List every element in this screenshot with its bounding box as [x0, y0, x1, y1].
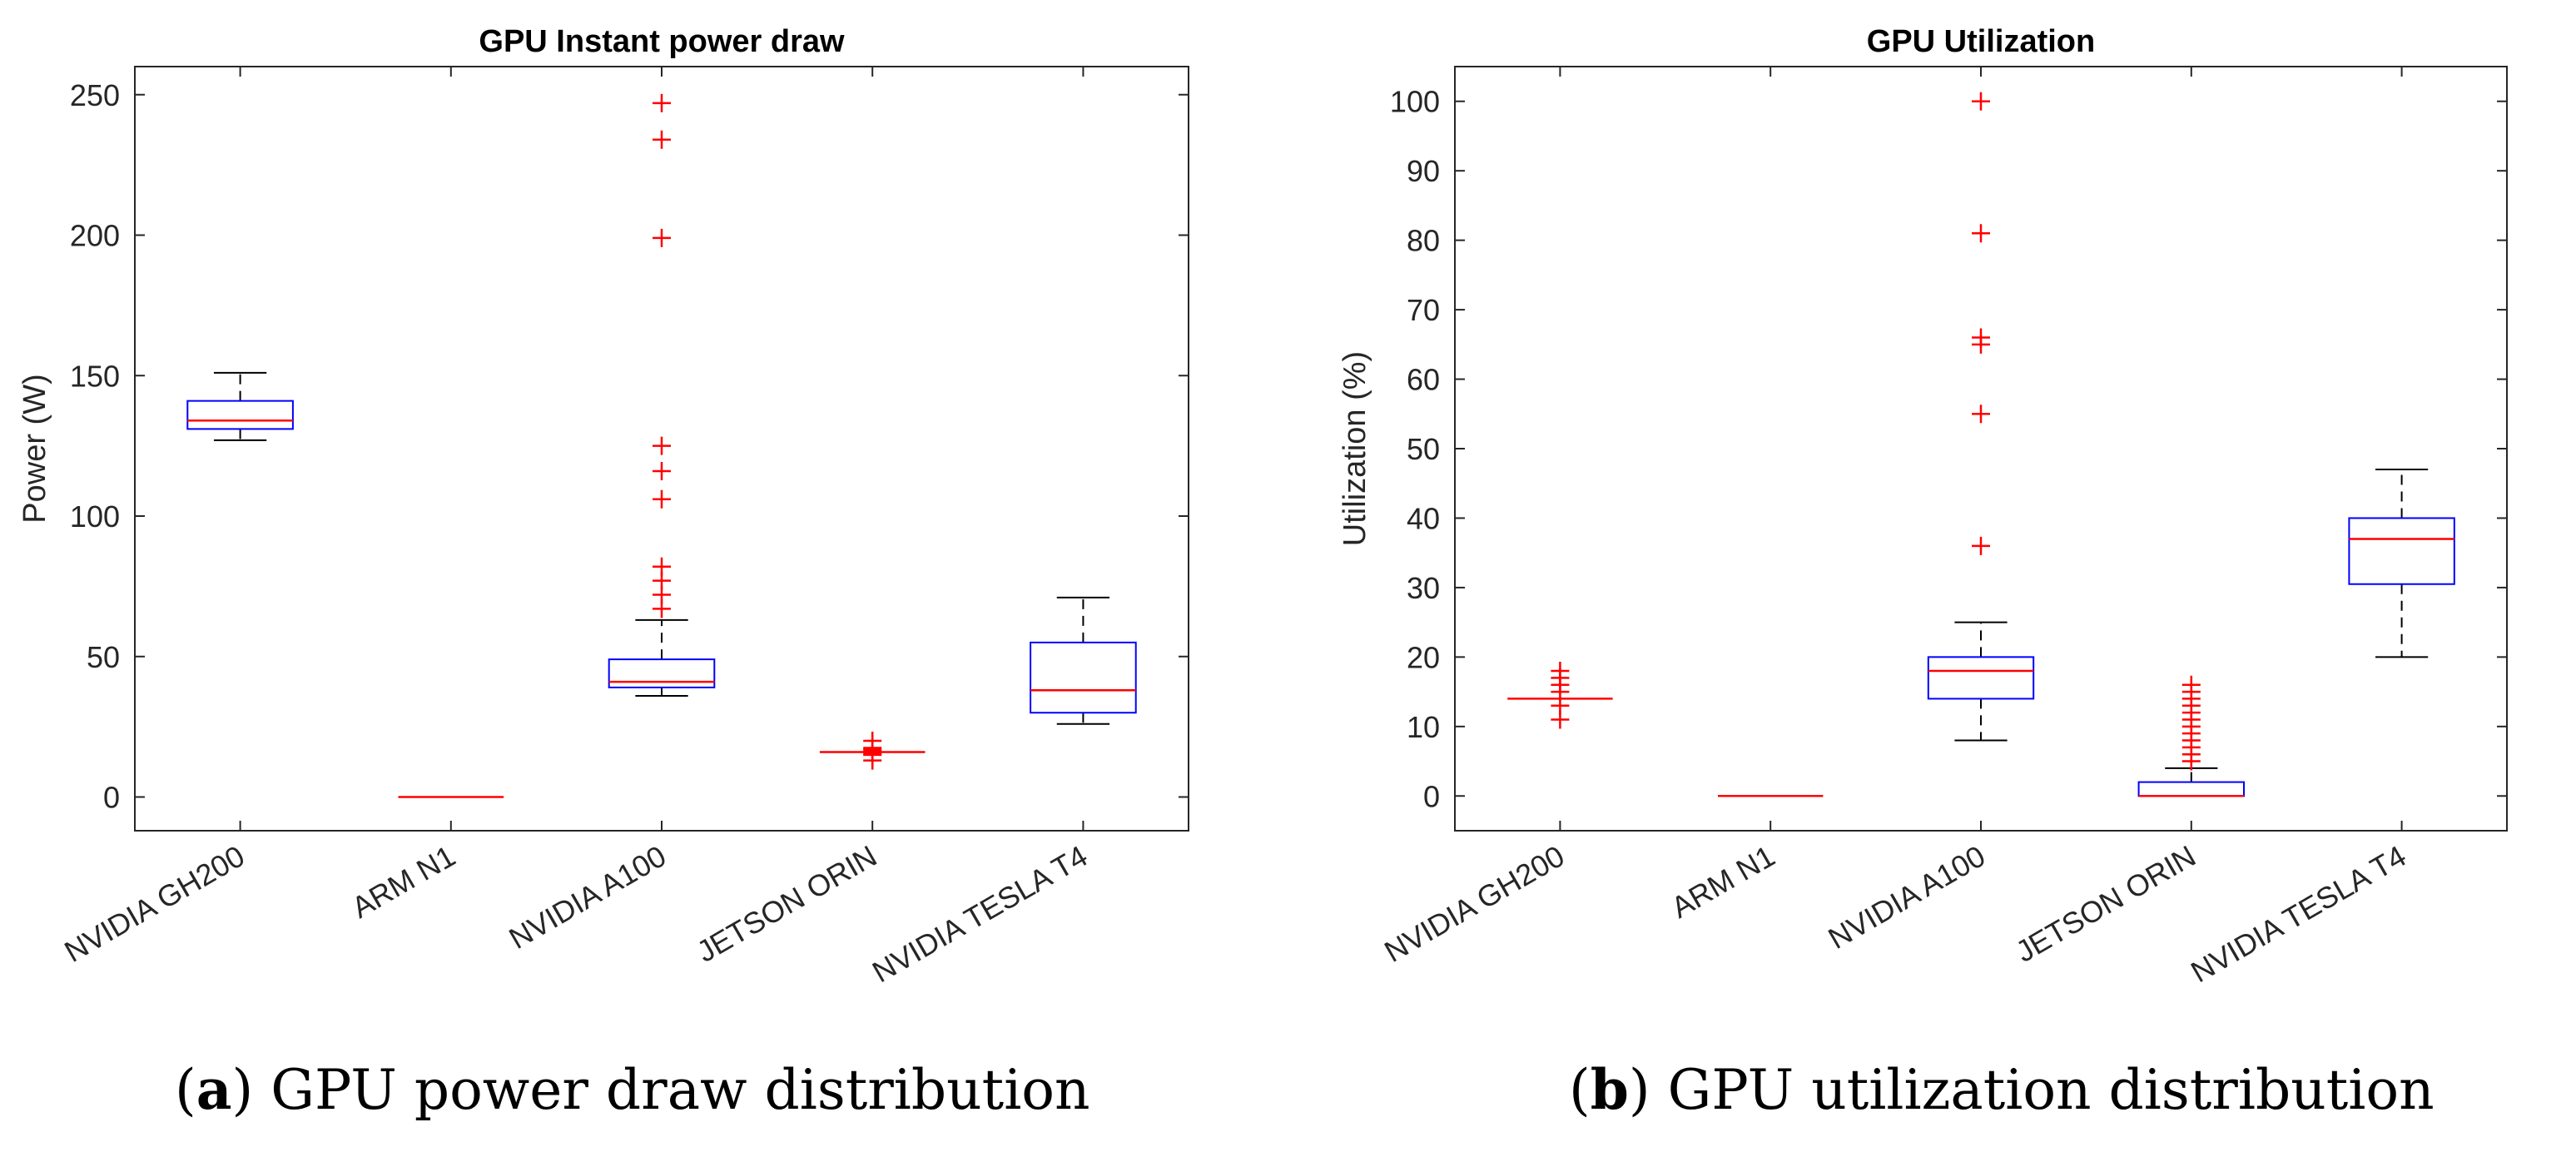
caption-b-text: GPU utilization distribution: [1667, 1058, 2435, 1122]
caption-b: (b) GPU utilization distribution: [1569, 1057, 2435, 1122]
chart-title: GPU Utilization: [1867, 24, 2095, 59]
x-tick-label: NVIDIA GH200: [1378, 838, 1570, 969]
outlier-marker: [653, 557, 671, 576]
box-nvidia-a100: [1927, 92, 2035, 742]
y-tick-label: 100: [1390, 85, 1440, 119]
x-tick-label: NVIDIA TESLA T4: [866, 838, 1093, 989]
x-tick-label: NVIDIA TESLA T4: [2185, 838, 2411, 989]
box-nvidia-tesla-t4: [1030, 596, 1137, 725]
x-tick-label: NVIDIA A100: [1823, 838, 1991, 956]
y-tick-label: 0: [103, 781, 120, 815]
outlier-marker: [1972, 328, 1990, 347]
outlier-marker: [653, 93, 671, 112]
y-tick-label: 200: [70, 219, 120, 253]
y-tick-label: 70: [1407, 293, 1440, 327]
outlier-marker: [2181, 675, 2201, 694]
iqr-box: [1927, 656, 2035, 700]
y-tick-label: 30: [1407, 571, 1440, 605]
iqr-box: [2348, 517, 2455, 585]
x-tick-label: NVIDIA A100: [504, 838, 672, 956]
utilization-chart: GPU Utilization Utilization (%) 0 10 20 30 40 5…: [1338, 24, 2508, 989]
iqr-box: [186, 400, 294, 430]
outlier-marker: [653, 462, 671, 480]
iqr-box: [608, 658, 716, 688]
outlier-marker: [1551, 662, 1570, 681]
caption-a-label: a: [196, 1057, 232, 1122]
outlier-marker: [653, 489, 671, 509]
outlier-marker: [1972, 92, 1990, 111]
x-tick-label: ARM N1: [345, 838, 460, 925]
outlier-marker: [653, 228, 671, 247]
y-tick-label: 50: [1407, 432, 1440, 466]
outlier-marker: [653, 436, 671, 455]
box-jetson-orin: [819, 732, 926, 770]
y-tick-label: 50: [87, 640, 120, 674]
y-tick-label: 10: [1407, 710, 1440, 744]
y-tick-label: 40: [1407, 501, 1440, 535]
y-tick-label: 250: [70, 78, 120, 112]
y-axis-label: Power (W): [17, 374, 52, 523]
iqr-box: [2137, 781, 2246, 797]
caption-b-label: b: [1590, 1057, 1629, 1122]
x-tick-label: JETSON ORIN: [2010, 838, 2201, 969]
box-nvidia-gh200: [186, 371, 294, 441]
y-tick-label: 100: [70, 499, 120, 534]
y-axis-label: Utilization (%): [1338, 351, 1372, 546]
box-nvidia-tesla-t4: [2348, 469, 2455, 658]
outlier-marker: [863, 732, 882, 750]
x-tick-label: JETSON ORIN: [691, 838, 882, 969]
x-tick-label: NVIDIA GH200: [58, 838, 250, 969]
y-tick-label: 60: [1407, 363, 1440, 397]
outlier-marker: [1972, 536, 1990, 555]
box-nvidia-a100: [608, 93, 716, 697]
y-tick-label: 20: [1407, 640, 1440, 674]
x-tick-label: ARM N1: [1665, 838, 1780, 925]
iqr-box: [1030, 641, 1137, 714]
box-jetson-orin: [2137, 675, 2246, 797]
outlier-marker: [653, 130, 671, 149]
box-nvidia-gh200: [1507, 662, 1613, 729]
y-tick-label: 150: [70, 359, 120, 393]
caption-a: (a) GPU power draw distribution: [175, 1057, 1090, 1122]
y-tick-label: 90: [1407, 154, 1440, 188]
y-tick-label: 0: [1423, 779, 1440, 813]
chart-title: GPU Instant power draw: [479, 24, 845, 59]
caption-a-text: GPU power draw distribution: [271, 1058, 1090, 1122]
y-tick-label: 80: [1407, 224, 1440, 258]
power-draw-chart: GPU Instant power draw Power (W) 0 50 100 150…: [17, 24, 1189, 989]
outlier-marker: [1972, 224, 1990, 243]
outlier-marker: [1972, 405, 1990, 424]
